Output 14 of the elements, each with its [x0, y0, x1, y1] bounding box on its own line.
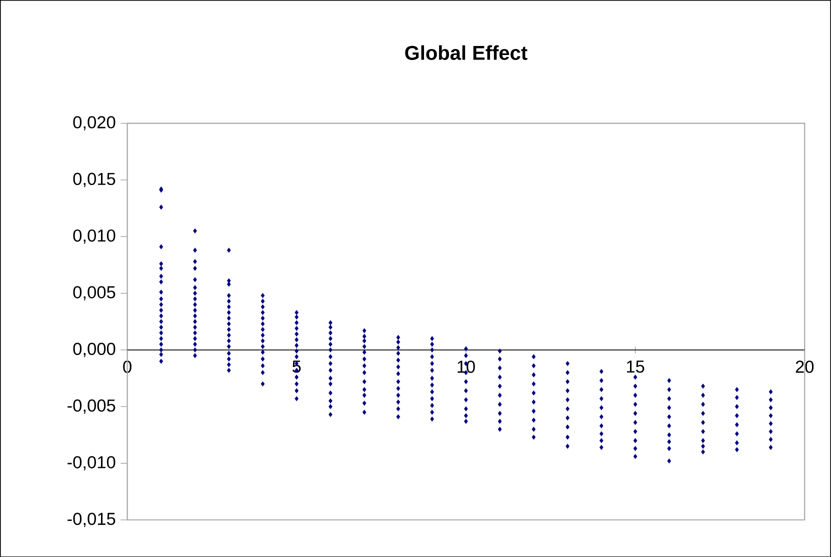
y-tick-label: 0,005 — [73, 286, 116, 300]
y-tick-label: 0,010 — [73, 229, 116, 244]
y-tick-label: 0,020 — [73, 116, 116, 130]
x-tick-label: 15 — [626, 360, 644, 373]
y-tick-label: -0,010 — [68, 456, 116, 470]
y-tick-label: 0,015 — [73, 172, 116, 187]
chart-title: Global Effect — [405, 45, 528, 60]
y-tick-label: 0,000 — [73, 342, 116, 357]
x-tick-label: 10 — [458, 360, 475, 373]
x-tick-label: 5 — [292, 360, 301, 373]
x-tick-label: 20 — [796, 360, 814, 373]
y-tick-label: -0,015 — [68, 512, 116, 527]
y-tick-label: -0,005 — [68, 399, 116, 414]
x-tick-label: 0 — [123, 360, 132, 373]
